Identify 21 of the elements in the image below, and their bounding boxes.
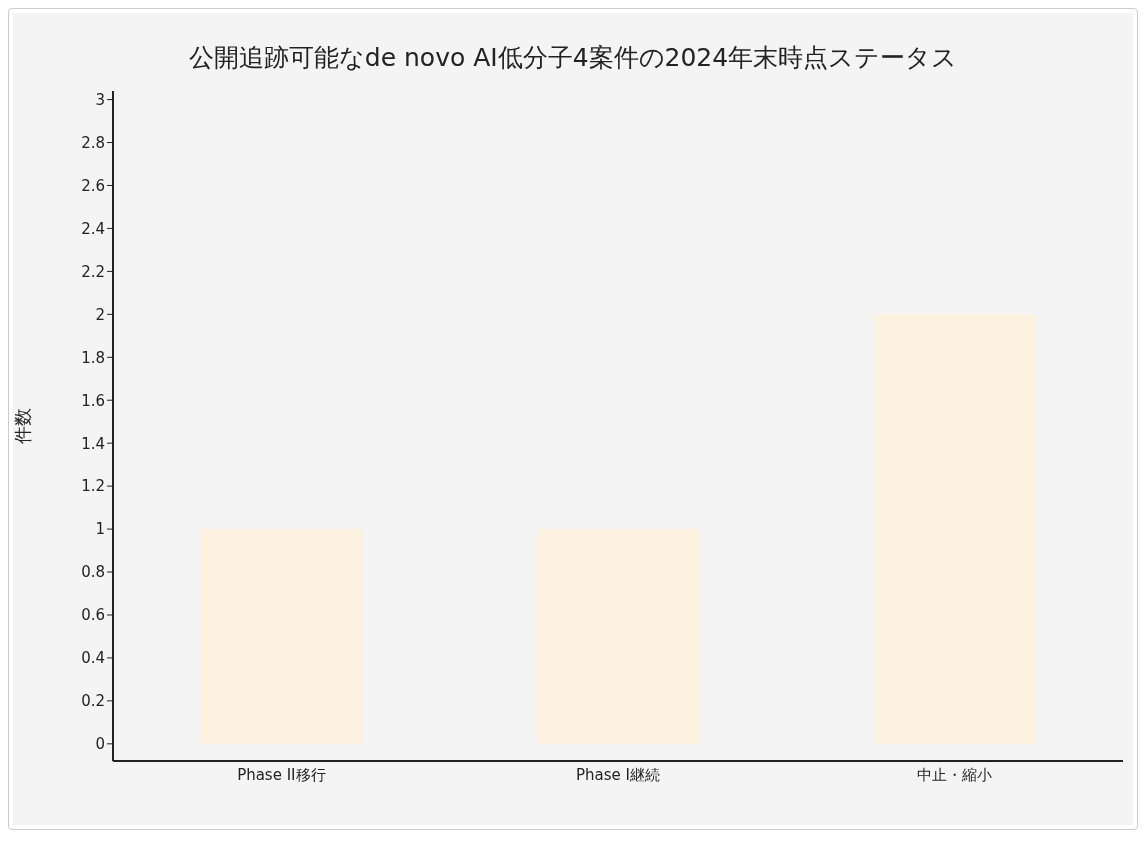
y-tick-label: 0.8 — [81, 563, 105, 582]
y-tick-label: 2 — [95, 305, 105, 324]
y-axis-title: 件数 — [12, 408, 34, 444]
y-tick-label: 0.6 — [81, 606, 105, 625]
y-tick-label: 3 — [95, 90, 105, 109]
y-tick-label: 2.6 — [81, 176, 105, 195]
y-tick-label: 1 — [95, 520, 105, 539]
y-tick-label: 1.2 — [81, 477, 105, 496]
x-tick-label: Phase II移行 — [237, 765, 326, 784]
y-tick-label: 2.2 — [81, 262, 105, 281]
x-tick-label: Phase I継続 — [576, 765, 660, 784]
y-tick-label: 0 — [95, 735, 105, 754]
y-tick-label: 1.8 — [81, 348, 105, 367]
chart-title: 公開追跡可能なde novo AI低分子4案件の2024年末時点ステータス — [187, 42, 959, 72]
y-tick-label: 2.4 — [81, 219, 105, 238]
y-tick-label: 1.6 — [81, 391, 105, 410]
y-tick-label: 0.4 — [81, 649, 105, 668]
y-tick-label: 2.8 — [81, 133, 105, 152]
y-tick-label: 1.4 — [81, 434, 105, 453]
x-tick-label: 中止・縮小 — [917, 765, 993, 784]
y-tick-label: 0.2 — [81, 692, 105, 711]
